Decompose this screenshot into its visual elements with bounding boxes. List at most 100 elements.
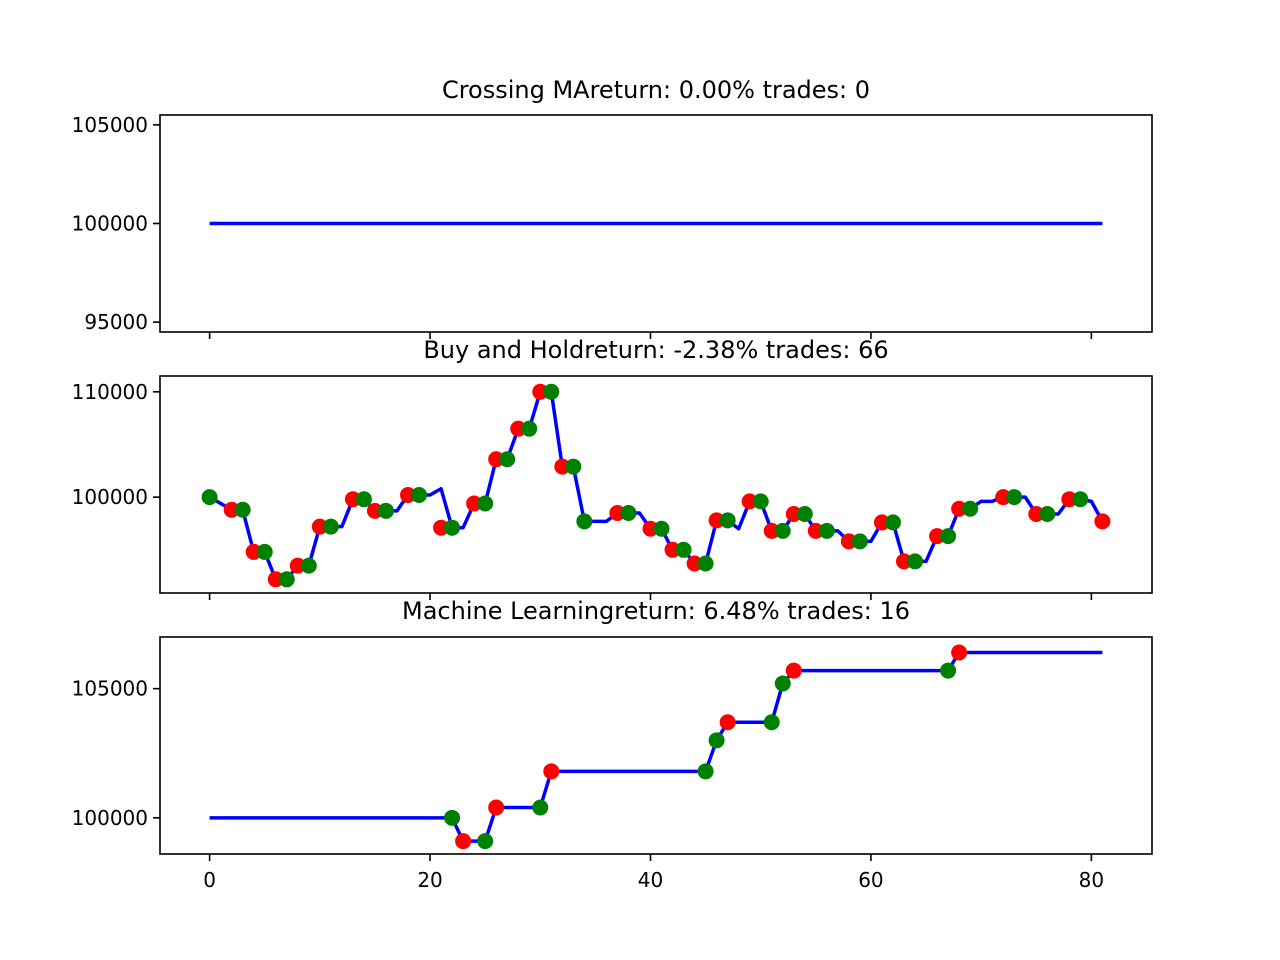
trade-marker <box>1094 513 1111 530</box>
trade-marker <box>995 489 1012 506</box>
trade-marker <box>543 763 560 780</box>
trade-marker <box>785 506 802 522</box>
trade-marker <box>653 520 670 537</box>
x-tick-label: 60 <box>858 868 883 892</box>
subplot-marks <box>201 383 1111 588</box>
y-tick-label: 100000 <box>72 806 148 830</box>
x-tick-label: 20 <box>417 868 442 892</box>
trade-marker <box>1006 489 1023 506</box>
axes-frame <box>159 636 1153 855</box>
trade-marker <box>554 458 571 475</box>
trade-marker <box>962 500 979 517</box>
trade-marker <box>466 495 483 512</box>
trade-marker <box>1061 491 1078 508</box>
y-tick-label: 95000 <box>84 310 148 334</box>
x-tick-label: 0 <box>203 868 216 892</box>
trade-marker <box>477 495 494 512</box>
trade-marker <box>488 451 505 468</box>
series-line <box>209 650 1103 843</box>
trade-marker <box>245 543 262 560</box>
trade-marker <box>774 522 791 539</box>
trade-marker <box>532 799 549 816</box>
trade-marker <box>499 451 516 468</box>
trade-marker <box>851 533 868 550</box>
trade-marker <box>763 714 780 731</box>
trade-marker <box>785 662 802 679</box>
trade-marker <box>896 553 912 570</box>
y-tick-label: 105000 <box>72 677 148 701</box>
trade-marker <box>311 518 328 535</box>
trade-marker <box>488 799 505 816</box>
trade-marker <box>444 519 461 536</box>
series-line <box>208 390 1104 582</box>
trade-marker <box>411 487 428 504</box>
trade-marker <box>289 557 306 574</box>
axes: 100000 105000 0 20 40 60 80 <box>72 677 1104 892</box>
trade-marker <box>1039 506 1056 522</box>
trade-marker <box>510 420 527 437</box>
trade-marker <box>455 833 472 850</box>
trade-marker <box>708 512 725 529</box>
trade-marker <box>929 528 946 545</box>
trade-marker <box>708 732 725 749</box>
subplot-title: Machine Learningreturn: 6.48% trades: 16 <box>402 597 910 625</box>
axes-frame <box>159 375 1153 594</box>
trade-marker <box>907 553 924 570</box>
axes: 95000 100000 105000 <box>72 113 1093 339</box>
trade-marker <box>873 514 890 531</box>
trade-marker <box>675 541 692 558</box>
trade-marker <box>951 500 968 517</box>
trade-marker <box>697 763 714 780</box>
trade-marker <box>940 528 957 545</box>
trade-marker <box>322 518 339 535</box>
subplot-title: Crossing MAreturn: 0.00% trades: 0 <box>442 76 870 104</box>
trade-marker <box>763 522 780 539</box>
trade-marker <box>818 522 835 539</box>
subplot-machine-learning: 100000 105000 0 20 40 60 80 Machine Learningre… <box>72 597 1153 892</box>
subplot-crossing-ma: Crossing MAreturn: 0.00% trades: 0 95000… <box>72 76 1153 339</box>
x-tick-label: 80 <box>1079 868 1104 892</box>
trade-marker <box>278 571 295 588</box>
axes: 100000 110000 <box>72 380 1093 600</box>
trade-marker <box>719 512 736 529</box>
trade-marker <box>642 520 659 537</box>
trade-marker <box>377 502 394 519</box>
y-tick-label: 100000 <box>72 212 148 236</box>
subplot-marks <box>209 644 1103 850</box>
trade-marker <box>223 501 240 518</box>
trade-marker <box>1028 506 1045 522</box>
y-tick-label: 100000 <box>72 485 148 509</box>
trade-marker <box>664 541 681 558</box>
y-tick-label: 110000 <box>72 380 148 404</box>
trade-marker <box>840 533 857 550</box>
y-tick-label: 105000 <box>72 113 148 137</box>
trade-marker <box>796 506 813 522</box>
trade-marker <box>256 543 273 560</box>
trade-marker <box>686 555 703 572</box>
trade-marker <box>355 491 372 508</box>
trade-marker <box>719 714 736 731</box>
trade-marker <box>884 514 901 531</box>
trade-marker <box>201 489 218 506</box>
trade-marker <box>741 493 758 510</box>
trade-marker <box>697 555 714 572</box>
trade-marker <box>433 519 450 536</box>
subplot-title: Buy and Holdreturn: -2.38% trades: 66 <box>423 336 888 364</box>
trade-marker <box>300 557 317 574</box>
trade-marker <box>532 383 549 400</box>
trade-marker <box>444 809 461 826</box>
trade-marker <box>807 522 824 539</box>
trade-marker <box>774 675 791 692</box>
trade-marker <box>576 513 593 530</box>
trade-marker <box>543 383 560 400</box>
trade-marker <box>940 662 957 679</box>
trade-marker <box>267 571 284 588</box>
trade-marker <box>234 501 251 518</box>
trade-marker <box>620 504 637 521</box>
trade-marker <box>565 458 582 475</box>
trade-marker <box>951 644 968 661</box>
trade-marker <box>609 504 626 521</box>
subplot-buy-and-hold: 100000 110000 Buy and Holdreturn: -2.38% … <box>72 336 1153 600</box>
trade-marker <box>366 502 383 519</box>
